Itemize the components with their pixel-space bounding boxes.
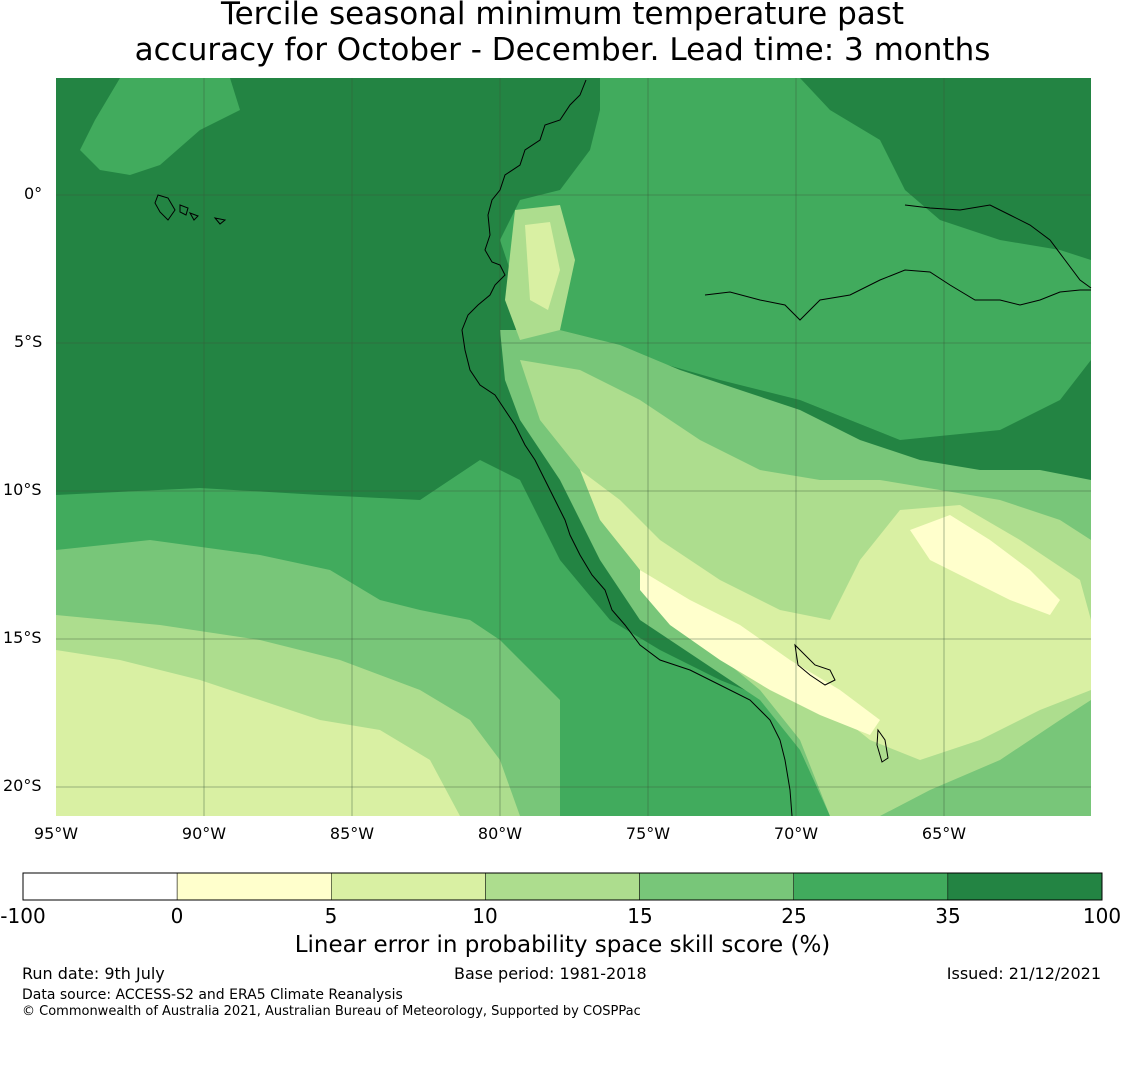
colorbar-frame [22, 872, 1103, 901]
lat-label-20s: 20°S [3, 776, 42, 795]
lon-label-95w: 95°W [33, 824, 79, 843]
colorbar-swatch-2 [331, 872, 486, 901]
lon-label-70w: 70°W [773, 824, 819, 843]
colorbar-tick-25: 25 [781, 904, 807, 928]
colorbar-swatch-0 [22, 872, 178, 901]
title-line-2: accuracy for October - December. Lead ti… [134, 32, 991, 68]
region-5-10-southwest [56, 650, 460, 816]
copyright: © Commonwealth of Australia 2021, Austra… [22, 1004, 641, 1019]
colorbar-tick-35: 35 [935, 904, 961, 928]
colorbar-tick-0: 0 [170, 904, 184, 928]
river-northeast [904, 204, 1092, 289]
colorbar-swatch-4 [639, 872, 794, 901]
lon-label-80w: 80°W [477, 824, 523, 843]
colorbar-tick-15: 15 [627, 904, 653, 928]
colorbar-tick-5: 5 [324, 904, 338, 928]
region-25-35-north [80, 78, 240, 175]
region-0-5-east [910, 515, 1060, 615]
colorbar-swatch-1 [176, 872, 332, 901]
region-5-10-north-strip [525, 222, 560, 310]
coastline-south-america [461, 79, 793, 817]
issued-date: Issued: 21/12/2021 [946, 964, 1101, 983]
colorbar-tick-100: 100 [1082, 904, 1122, 928]
lon-label-75w: 75°W [625, 824, 671, 843]
lat-label-5s: 5°S [14, 332, 43, 351]
lake-titicaca [794, 643, 836, 686]
colorbar-swatch-3 [485, 872, 640, 901]
run-date: Run date: 9th July [22, 964, 165, 983]
colorbar-label: Linear error in probability space skill … [294, 932, 831, 958]
lon-label-85w: 85°W [329, 824, 375, 843]
data-source: Data source: ACCESS-S2 and ERA5 Climate … [22, 987, 403, 1003]
colorbar-tick-minus100: -100 [0, 904, 46, 928]
title-line-1: Tercile seasonal minimum temperature pas… [220, 0, 905, 32]
river-amazon [704, 269, 1091, 321]
lon-label-65w: 65°W [921, 824, 967, 843]
colorbar-swatch-5 [793, 872, 949, 901]
graticule [56, 78, 1091, 816]
colorbar-tick-10: 10 [472, 904, 498, 928]
colorbar-swatch-6 [947, 872, 1103, 901]
region-0-5-band [640, 570, 880, 735]
coastlines [154, 79, 1092, 817]
lat-label-10s: 10°S [3, 480, 42, 499]
island-galapagos [154, 194, 227, 225]
lake-poopo [876, 728, 889, 763]
base-period: Base period: 1981-2018 [454, 964, 647, 983]
lon-label-90w: 90°W [181, 824, 227, 843]
chart-title: Tercile seasonal minimum temperature pas… [0, 0, 1125, 68]
lat-label-15s: 15°S [3, 628, 42, 647]
lat-label-0: 0° [24, 184, 43, 203]
